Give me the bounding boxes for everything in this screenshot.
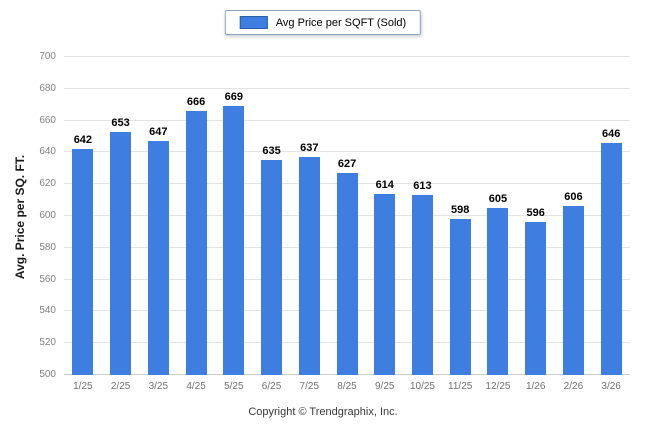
bar: [72, 149, 94, 375]
y-axis-labels: 500 520 540 560 580 600 620 640 660 680 700: [22, 51, 56, 380]
bar-slot: 606 2/26: [555, 57, 593, 392]
y-tick-label: 700: [39, 51, 56, 62]
x-tick-label: 6/25: [261, 381, 282, 392]
bar-value-label: 653: [111, 116, 130, 129]
bar-slot: 627 8/25: [328, 57, 366, 392]
bar-value-label: 614: [375, 178, 394, 191]
bar-value-label: 596: [526, 207, 545, 220]
bar-value-label: 647: [149, 126, 168, 139]
x-tick-label: 4/25: [186, 381, 206, 392]
bar-value-label: 605: [488, 193, 508, 206]
copyright-text: Copyright © Trendgraphix, Inc.: [248, 406, 398, 418]
y-tick-label: 640: [39, 146, 56, 158]
gridline: [64, 151, 630, 153]
bar: [449, 219, 471, 375]
y-tick-label: 680: [39, 82, 56, 94]
gridline: [64, 119, 630, 121]
x-tick-label: 9/25: [375, 381, 395, 392]
bar-slot: 666 4/25: [177, 57, 215, 392]
bar-value-label: 646: [601, 127, 621, 140]
y-tick-label: 580: [39, 241, 56, 253]
x-tick-label: 10/25: [409, 381, 435, 392]
legend-label: Avg Price per SQFT (Sold): [275, 16, 407, 29]
x-tick-label: 1/25: [73, 381, 93, 392]
bar-slot: 637 7/25: [290, 57, 328, 392]
bar: [525, 222, 547, 375]
bar: [185, 111, 207, 375]
bar-slot: 613 10/25: [404, 57, 442, 392]
x-tick-label: 11/25: [448, 381, 473, 392]
y-tick-label: 560: [39, 273, 56, 285]
bar-slot: 647 3/25: [139, 57, 177, 392]
y-tick-label: 600: [39, 210, 56, 221]
bar-slot: 614 9/25: [366, 57, 404, 392]
chart-legend: Avg Price per SQFT (Sold): [224, 10, 422, 35]
plot-area: 642 1/25 653 2/25 647 3/25 666 4/25 669 5/25 635 6/…: [64, 56, 630, 392]
x-tick-label: 8/25: [337, 381, 357, 392]
bar: [600, 142, 622, 375]
bar-slot: 653 2/25: [102, 57, 140, 392]
gridline: [64, 87, 630, 89]
gridline: [64, 56, 630, 57]
bar-value-label: 598: [451, 204, 470, 217]
x-tick-label: 7/25: [299, 381, 319, 392]
bar-slot: 596 1/26: [517, 57, 555, 392]
bar: [411, 195, 433, 375]
x-tick-label: 1/26: [525, 381, 546, 392]
bar-value-label: 606: [564, 191, 583, 204]
bar-value-label: 635: [262, 145, 281, 158]
y-tick-label: 520: [39, 337, 56, 349]
bar-slot: 646 3/26: [592, 57, 630, 392]
bar: [562, 206, 584, 375]
bars: 642 1/25 653 2/25 647 3/25 666 4/25 669 5/25 635 6/…: [64, 57, 630, 392]
bar-slot: 605 12/25: [479, 57, 517, 392]
x-tick-label: 3/26: [601, 381, 621, 392]
bar-value-label: 637: [300, 142, 319, 155]
bar-slot: 598 11/25: [441, 57, 479, 392]
bar-value-label: 642: [73, 134, 93, 147]
bar: [223, 106, 245, 375]
bar-value-label: 669: [224, 91, 243, 104]
bar: [147, 141, 169, 375]
bar: [336, 173, 358, 375]
bar-value-label: 666: [186, 96, 206, 109]
bar: [487, 208, 509, 375]
x-tick-label: 12/25: [485, 381, 511, 392]
bar: [298, 157, 320, 375]
x-tick-label: 2/25: [110, 381, 131, 392]
x-tick-label: 3/25: [148, 381, 169, 392]
bar-value-label: 613: [413, 180, 432, 193]
bar-slot: 635 6/25: [253, 57, 291, 392]
y-tick-label: 540: [39, 305, 56, 317]
y-tick-label: 660: [39, 114, 56, 126]
bar: [110, 131, 132, 375]
bar-slot: 669 5/25: [215, 57, 253, 392]
bar-value-label: 627: [337, 158, 357, 171]
x-tick-label: 5/25: [224, 381, 244, 392]
bar: [261, 160, 283, 375]
bar-slot: 642 1/25: [64, 57, 102, 392]
y-tick-label: 620: [39, 178, 56, 190]
x-tick-label: 2/26: [563, 381, 584, 392]
y-tick-label: 500: [39, 369, 56, 380]
legend-swatch: [239, 16, 268, 29]
bar: [374, 193, 396, 375]
